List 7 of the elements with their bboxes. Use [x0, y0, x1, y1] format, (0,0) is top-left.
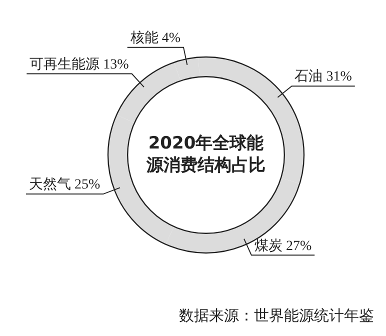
- slice-label: 煤炭 27%: [254, 238, 312, 254]
- slice-label: 天然气 25%: [28, 176, 100, 193]
- slice-label: 可再生能源 13%: [30, 56, 130, 72]
- slice-label: 核能 4%: [129, 30, 181, 46]
- source-note: 数据来源：世界能源统计年鉴: [179, 307, 374, 324]
- text: 2020年全球能源消费结构占比: [146, 133, 266, 176]
- slice-label: 石油 31%: [294, 68, 352, 85]
